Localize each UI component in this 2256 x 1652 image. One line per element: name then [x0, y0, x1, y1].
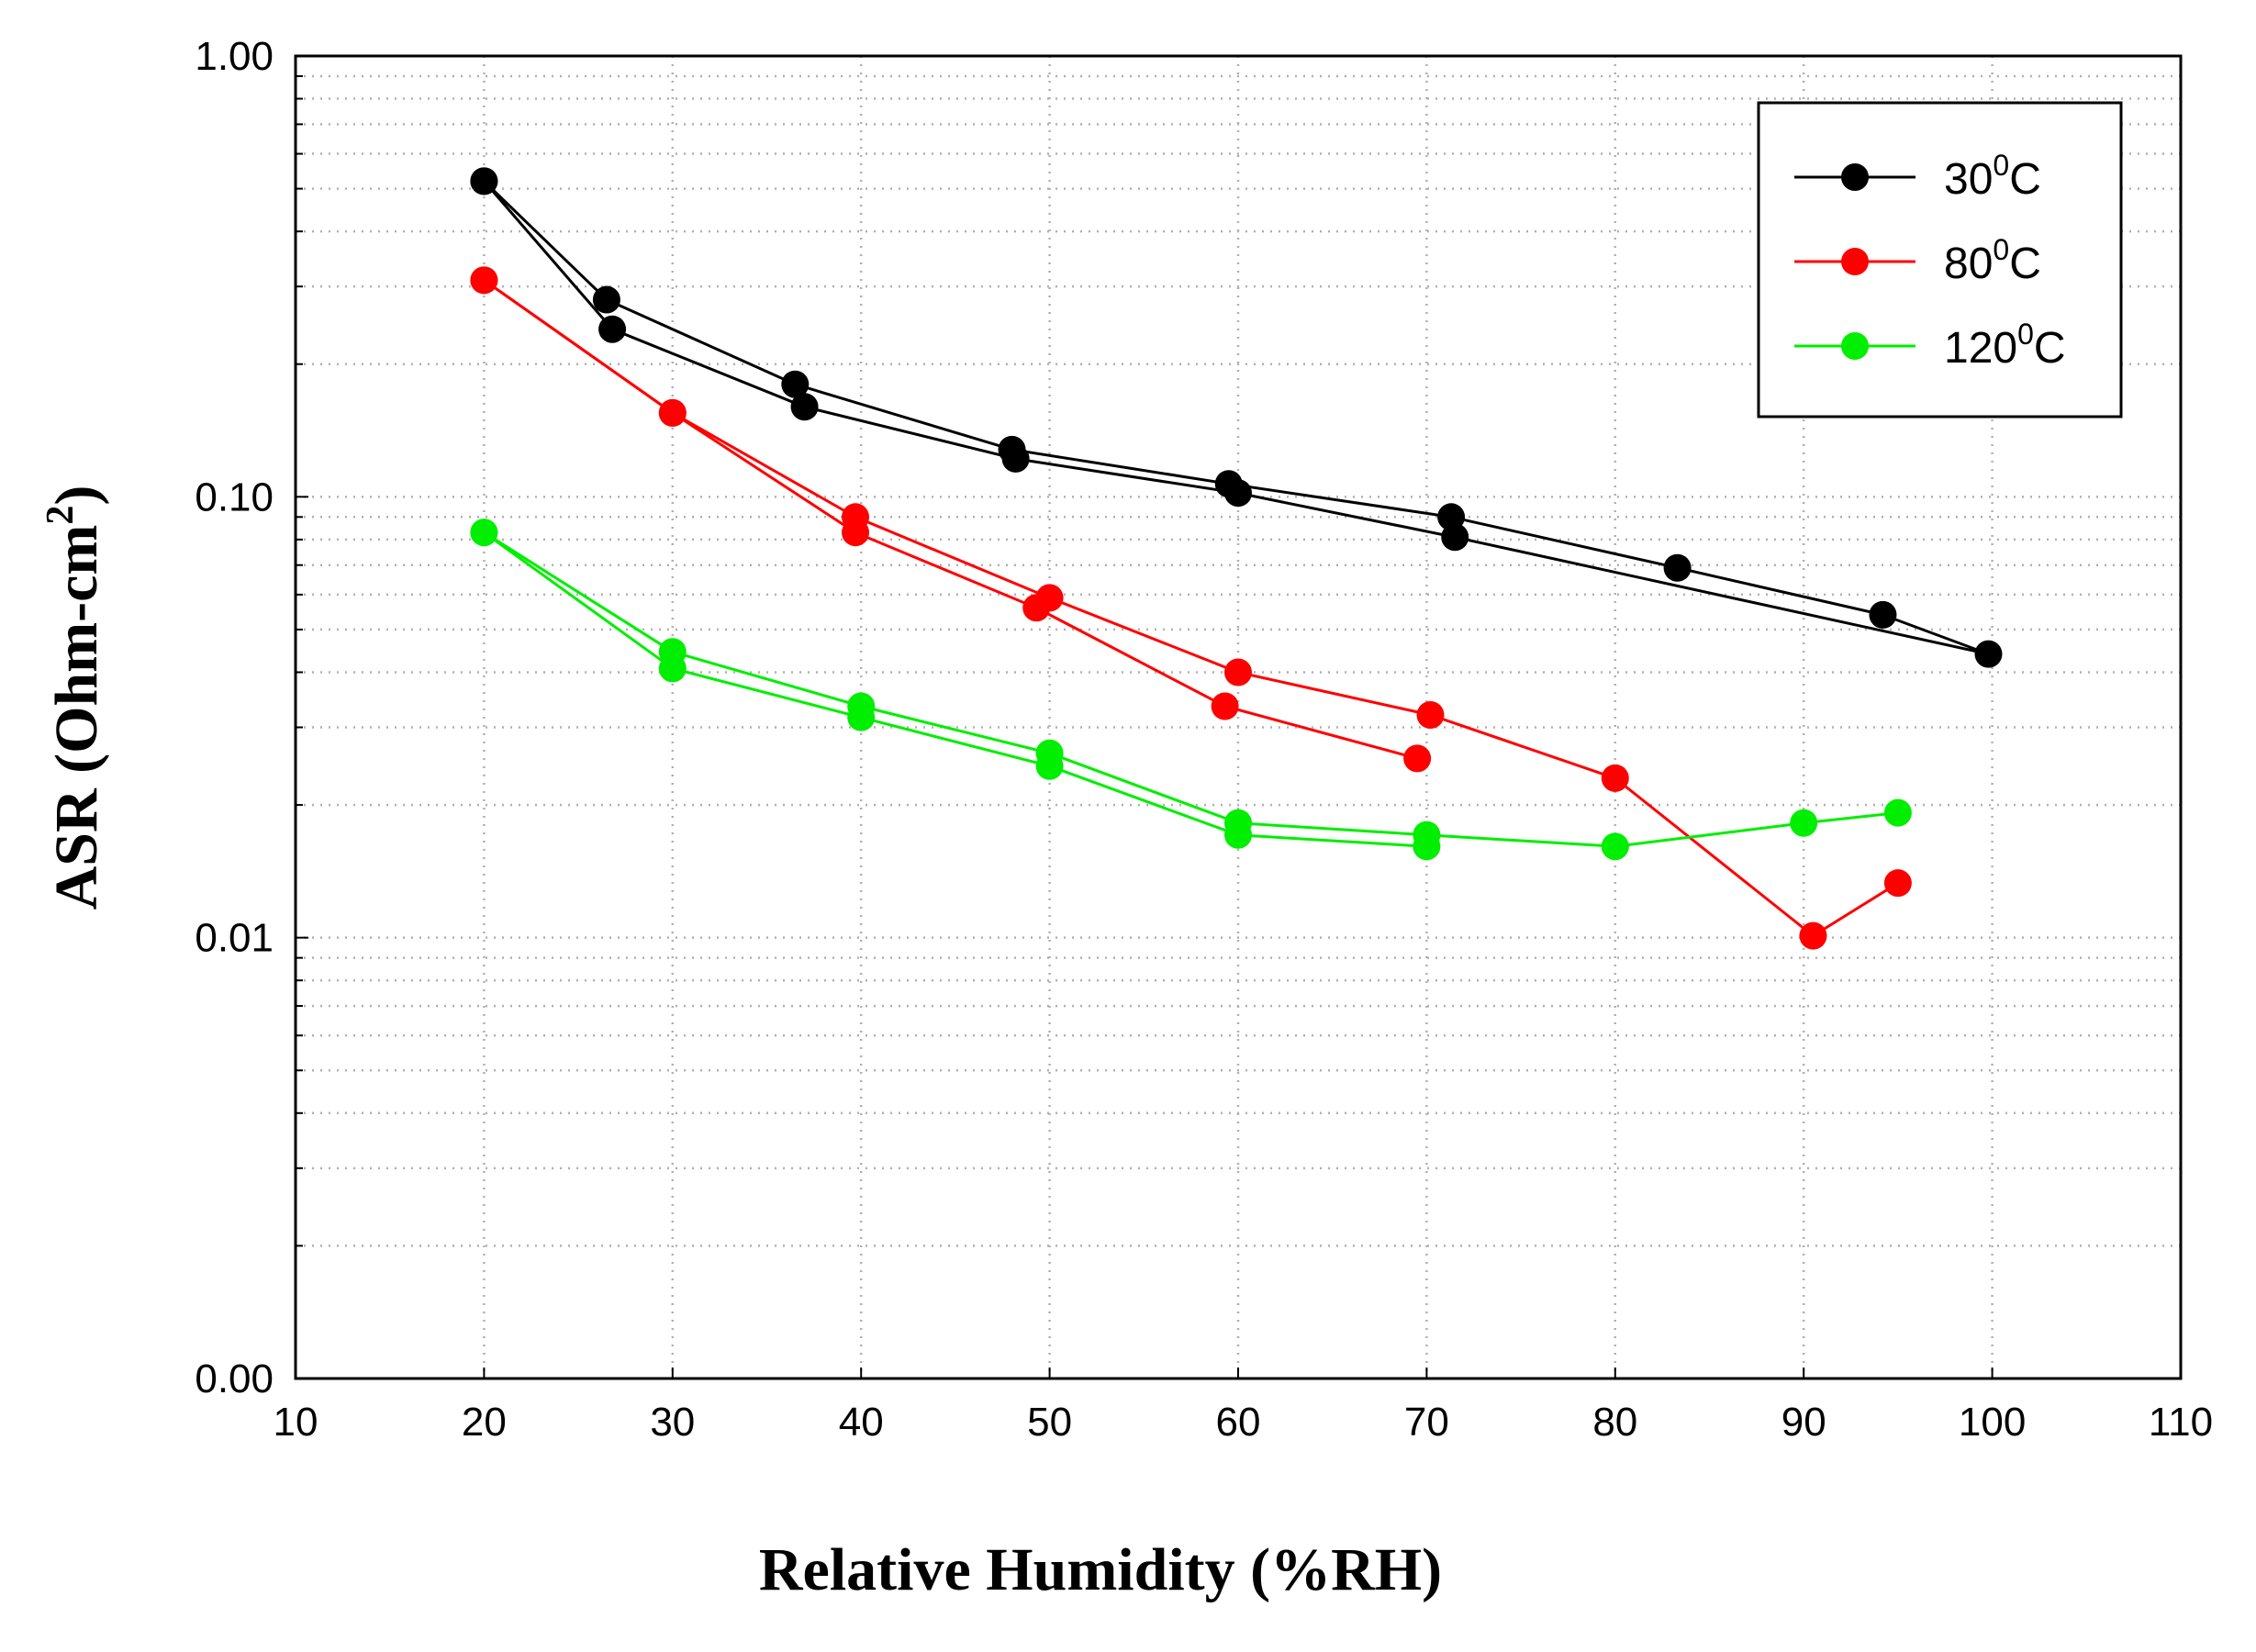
data-point: [1035, 752, 1064, 780]
data-point: [658, 654, 687, 683]
legend-label: 300C: [1944, 149, 2041, 204]
legend-box: [1757, 101, 2123, 419]
x-tick-label: 100: [1959, 1400, 2026, 1445]
series-120-return: [470, 519, 1441, 861]
data-point: [1883, 869, 1912, 898]
x-tick-label: 20: [462, 1400, 507, 1445]
y-tick-label: 0.00: [195, 1356, 274, 1401]
y-tick-label: 0.10: [195, 474, 274, 519]
x-tick-label: 110: [2149, 1400, 2213, 1445]
x-tick-label: 40: [839, 1400, 884, 1445]
data-point: [1403, 744, 1432, 773]
data-point: [1869, 600, 1897, 629]
x-tick-label: 60: [1216, 1400, 1261, 1445]
data-point: [598, 315, 627, 343]
data-point: [1883, 798, 1912, 827]
data-point: [1790, 809, 1818, 837]
data-point: [1224, 479, 1252, 508]
legend: 300C 800C 1200C: [1757, 101, 2123, 419]
data-point: [1211, 692, 1239, 720]
legend-marker: [1841, 163, 1869, 191]
data-point: [1974, 640, 2003, 668]
x-tick-label: 30: [650, 1400, 695, 1445]
data-point: [1224, 658, 1252, 686]
x-tick-label: 80: [1592, 1400, 1637, 1445]
data-point: [781, 370, 810, 398]
tick-layer: [295, 74, 2182, 1379]
x-tick-label: 50: [1027, 1400, 1072, 1445]
legend-marker: [1841, 248, 1869, 275]
y-tick-label: 1.00: [195, 34, 274, 79]
y-axis-title-close: ): [43, 486, 110, 506]
legend-marker: [1841, 332, 1869, 360]
data-point: [790, 393, 819, 421]
data-point: [1416, 701, 1445, 730]
data-point: [1601, 764, 1629, 792]
data-point: [1663, 553, 1692, 582]
legend-label: 1200C: [1944, 318, 2066, 373]
series-layer: [470, 167, 2003, 950]
data-point: [1799, 921, 1827, 950]
x-axis-title: Relative Humidity (%RH): [759, 1536, 1442, 1603]
data-point: [1001, 444, 1030, 473]
data-point: [470, 167, 498, 195]
data-point: [658, 398, 687, 427]
legend-label: 800C: [1944, 233, 2041, 288]
data-point: [470, 266, 498, 295]
y-axis-title-sup: 2: [39, 506, 82, 525]
series-line: [483, 279, 1418, 760]
data-point: [1413, 832, 1441, 861]
data-point: [1441, 523, 1469, 552]
y-axis-title: ASR (Ohm-cm2): [39, 486, 110, 910]
data-point: [470, 519, 498, 547]
data-point: [842, 519, 870, 547]
label-layer: 10 20 30 40 50 60 70 80 90 100 110 0.00 0.01 0.10 1.00: [195, 34, 2213, 1445]
series-80: [470, 266, 1912, 950]
data-point: [1022, 594, 1051, 622]
x-tick-label: 10: [274, 1400, 318, 1445]
x-tick-label: 90: [1781, 1400, 1826, 1445]
y-tick-label: 0.01: [195, 916, 274, 961]
data-point: [592, 285, 620, 314]
series-30: [470, 167, 2003, 668]
series-80-return: [470, 266, 1432, 773]
data-point: [1601, 832, 1629, 861]
data-point: [847, 703, 876, 731]
x-tick-label: 70: [1404, 1400, 1449, 1445]
series-line: [483, 530, 1427, 848]
y-axis-title-main: ASR (Ohm-cm: [43, 525, 110, 910]
data-point: [1224, 820, 1252, 849]
